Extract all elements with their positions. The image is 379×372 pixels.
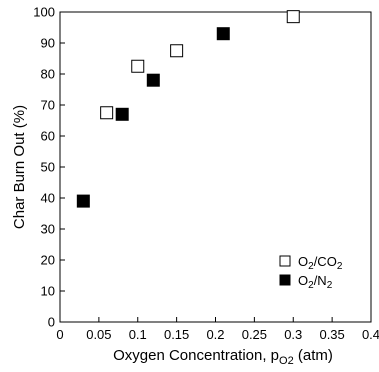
x-tick-label: 0.1 [129, 327, 147, 342]
data-point-o2-co2 [170, 44, 184, 58]
data-point-o2-co2 [286, 10, 300, 24]
legend-marker-o2-co2 [279, 255, 291, 267]
y-tick-label: 60 [41, 129, 55, 144]
y-tick-label: 70 [41, 98, 55, 113]
data-point-o2-n2 [76, 194, 90, 208]
y-tick-label: 30 [41, 222, 55, 237]
x-tick-label: 0.35 [319, 327, 344, 342]
y-tick-label: 50 [41, 160, 55, 175]
x-tick-label: 0.15 [164, 327, 189, 342]
y-tick-label: 80 [41, 67, 55, 82]
x-axis-label: Oxygen Concentration, pO2 (atm) [113, 347, 333, 367]
y-tick-label: 40 [41, 191, 55, 206]
x-tick-label: 0.25 [242, 327, 267, 342]
x-tick-label: 0 [56, 327, 63, 342]
y-axis-label: Char Burn Out (%) [11, 105, 28, 229]
legend-label-o2-co2: O2/CO2 [298, 254, 343, 272]
data-point-o2-n2 [216, 27, 230, 41]
data-markers [76, 10, 300, 208]
y-axis-ticks: 0 10 20 30 40 50 60 70 80 90 100 [33, 5, 65, 330]
y-tick-label: 100 [33, 5, 55, 20]
x-tick-label: 0.3 [284, 327, 302, 342]
x-tick-label: 0.05 [86, 327, 111, 342]
legend: O2/CO2 O2/N2 [279, 254, 343, 291]
data-point-o2-co2 [131, 59, 145, 73]
y-tick-label: 10 [41, 284, 55, 299]
legend-marker-o2-n2 [279, 274, 291, 286]
y-tick-label: 0 [48, 315, 55, 330]
legend-label-o2-n2: O2/N2 [298, 273, 333, 291]
x-tick-label: 0.2 [206, 327, 224, 342]
x-tick-label: 0.4 [362, 327, 379, 342]
data-point-o2-n2 [115, 107, 129, 121]
x-axis-ticks: 0 0.05 0.1 0.15 0.2 0.25 0.3 0.35 0.4 [56, 317, 379, 342]
y-tick-label: 90 [41, 36, 55, 51]
data-point-o2-n2 [146, 73, 160, 87]
y-tick-label: 20 [41, 253, 55, 268]
data-point-o2-co2 [100, 106, 114, 120]
